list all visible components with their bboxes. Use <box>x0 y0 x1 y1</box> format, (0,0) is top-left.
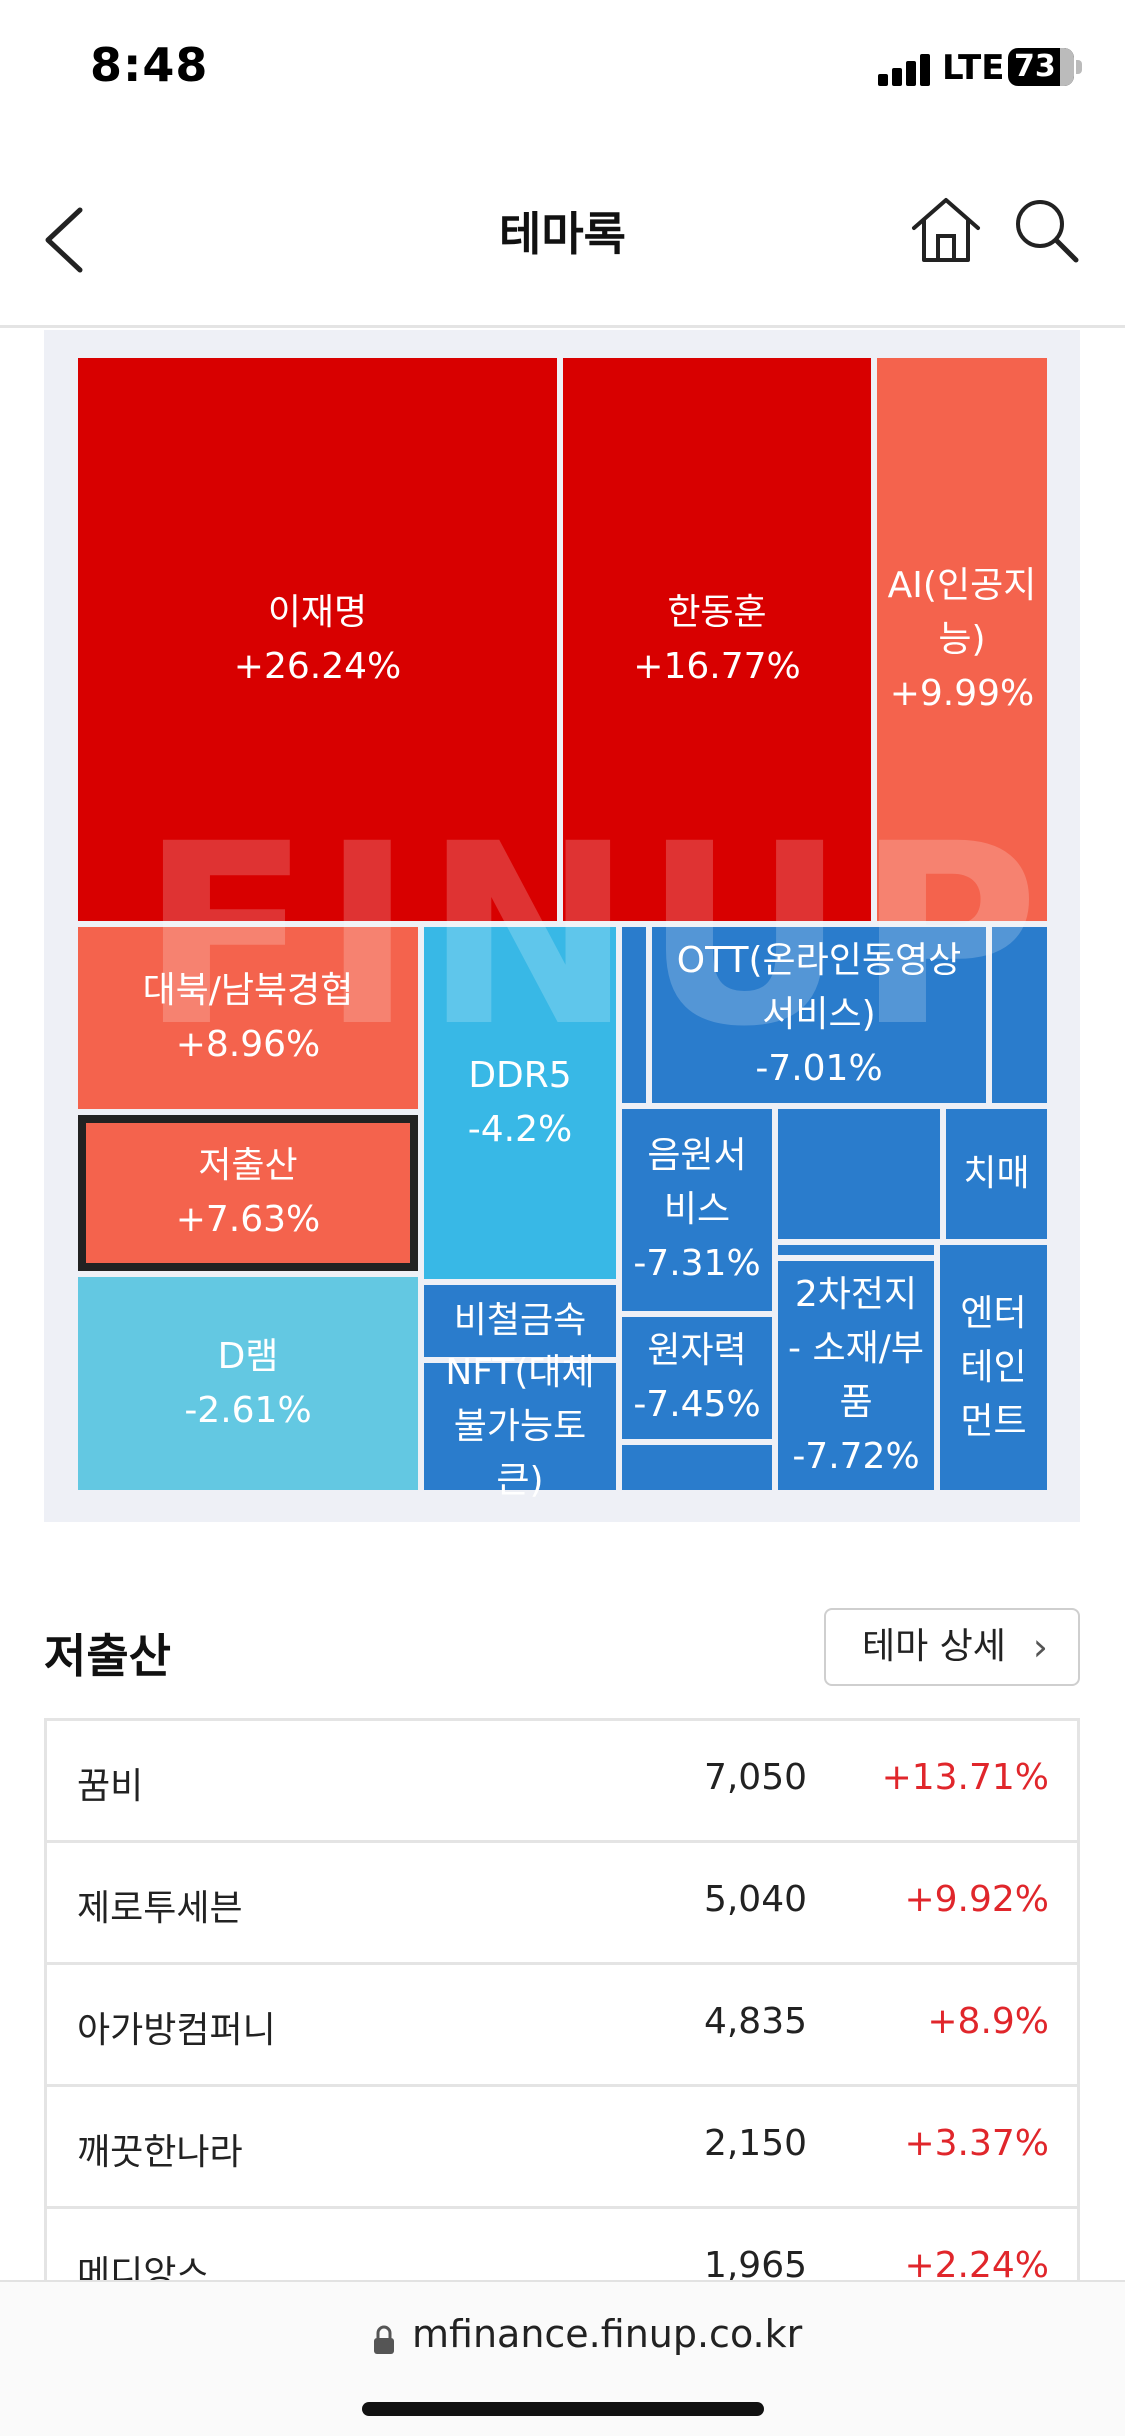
stock-name: 꿈비 <box>77 1766 144 1807</box>
treemap-tile[interactable]: 이재명 +26.24% <box>78 358 557 921</box>
battery-nub <box>1076 60 1082 74</box>
treemap-tile[interactable]: 원자력 -7.45% <box>622 1317 772 1439</box>
stock-price: 7,050 <box>703 1757 807 1798</box>
home-indicator[interactable] <box>362 2402 764 2416</box>
network-type: LTE <box>942 48 1005 88</box>
tile-change: +8.96% <box>175 1024 321 1065</box>
stock-name: 제로투세븐 <box>77 1888 243 1929</box>
treemap-tile[interactable]: AI(인공지능) +9.99% <box>877 358 1047 921</box>
browser-url-bar[interactable]: mfinance.finup.co.kr <box>0 2280 1125 2436</box>
tile-change: +9.99% <box>889 672 1035 714</box>
treemap-tile[interactable]: NFT(대체불가능토큰) <box>424 1352 616 1501</box>
stock-name: 아가방컴퍼니 <box>77 2010 276 2051</box>
status-bar: 8:48 LTE 73 <box>0 0 1125 140</box>
stock-price: 5,040 <box>703 1879 807 1920</box>
tile-name: 비철금속 <box>453 1300 587 1341</box>
stock-price: 4,835 <box>703 2001 807 2042</box>
stock-table: 꿈비 7,050 +13.71% 제로투세븐 5,040 +9.92% 아가방컴… <box>44 1718 1080 2331</box>
treemap-tile[interactable] <box>778 1109 940 1239</box>
tile-name: OTT(온라인동영상서비스) <box>676 940 962 1035</box>
battery-icon: 73 <box>1008 48 1074 86</box>
stock-change: +3.37% <box>904 2123 1049 2164</box>
stock-price: 1,965 <box>703 2245 807 2286</box>
chevron-left-icon[interactable] <box>40 202 96 278</box>
table-row[interactable]: 제로투세븐 5,040 +9.92% <box>47 1843 1077 1965</box>
tile-change: -7.45% <box>633 1384 761 1425</box>
tile-name: 치매 <box>963 1153 1030 1194</box>
treemap-tile[interactable]: 음원서비스 -7.31% <box>622 1109 772 1311</box>
stock-price: 2,150 <box>703 2123 807 2164</box>
treemap-tile[interactable]: OTT(온라인동영상서비스) -7.01% <box>652 927 986 1103</box>
treemap-tile[interactable]: 엔터테인먼트 <box>940 1245 1047 1490</box>
status-time: 8:48 <box>90 38 209 92</box>
tile-name: AI(인공지능) <box>887 564 1037 660</box>
theme-detail-button[interactable]: 테마 상세 › <box>824 1608 1080 1686</box>
tile-name: 2차전지 - 소재/부품 <box>788 1273 924 1423</box>
tile-name: 음원서비스 <box>647 1135 747 1230</box>
treemap-tile[interactable]: DDR5 -4.2% <box>424 927 616 1279</box>
chevron-right-icon: › <box>1032 1625 1048 1669</box>
tile-change: -4.2% <box>467 1109 573 1150</box>
page-title: 테마록 <box>499 207 626 261</box>
treemap-tile[interactable]: 대북/남북경협 +8.96% <box>78 927 418 1109</box>
table-row[interactable]: 깨끗한나라 2,150 +3.37% <box>47 2087 1077 2209</box>
tile-name: 저출산 <box>198 1145 298 1186</box>
treemap-tile[interactable] <box>622 1445 772 1490</box>
tile-name: NFT(대체불가능토큰) <box>445 1351 595 1501</box>
tile-name: 한동훈 <box>667 591 767 633</box>
tile-name: 엔터테인먼트 <box>960 1292 1027 1442</box>
home-icon[interactable] <box>910 194 982 266</box>
stock-change: +8.9% <box>927 2001 1049 2042</box>
theme-treemap: 이재명 +26.24% 한동훈 +16.77% AI(인공지능) +9.99% … <box>78 358 1047 1501</box>
treemap-tile[interactable]: D램 -2.61% <box>78 1277 418 1490</box>
theme-header: 저출산 테마 상세 › <box>44 1608 1080 1688</box>
treemap-tile[interactable] <box>622 927 646 1103</box>
table-row[interactable]: 꿈비 7,050 +13.71% <box>47 1721 1077 1843</box>
theme-title: 저출산 <box>44 1629 171 1683</box>
tile-name: 원자력 <box>647 1330 747 1371</box>
treemap-tile[interactable] <box>992 927 1047 1103</box>
treemap-tile[interactable] <box>778 1245 934 1255</box>
stock-change: +13.71% <box>881 1757 1049 1798</box>
table-row[interactable]: 아가방컴퍼니 4,835 +8.9% <box>47 1965 1077 2087</box>
treemap-tile[interactable]: 비철금속 <box>424 1285 616 1357</box>
theme-detail-label: 테마 상세 <box>862 1626 1006 1667</box>
stock-name: 깨끗한나라 <box>77 2132 243 2173</box>
treemap-tile[interactable]: 치매 <box>946 1109 1047 1239</box>
battery-level: 73 <box>1014 49 1056 84</box>
tile-name: 대북/남북경협 <box>142 970 354 1011</box>
lock-icon <box>374 2325 394 2354</box>
search-icon[interactable] <box>1010 194 1082 266</box>
tile-change: +7.63% <box>175 1199 321 1240</box>
cellular-signal-icon <box>878 52 938 86</box>
tile-name: D램 <box>217 1335 279 1377</box>
stock-change: +2.24% <box>904 2245 1049 2286</box>
stock-change: +9.92% <box>904 1879 1049 1920</box>
treemap-tile[interactable]: 한동훈 +16.77% <box>563 358 871 921</box>
app-header: 테마록 <box>0 160 1125 328</box>
url-text: mfinance.finup.co.kr <box>412 2312 803 2356</box>
tile-name: 이재명 <box>267 591 368 633</box>
treemap-tile[interactable]: 2차전지 - 소재/부품 -7.72% <box>778 1261 934 1490</box>
tile-change: +26.24% <box>233 645 402 687</box>
treemap-tile-selected[interactable]: 저출산 +7.63% <box>78 1115 418 1271</box>
tile-change: -2.61% <box>184 1389 312 1431</box>
tile-name: DDR5 <box>468 1055 572 1096</box>
tile-change: +16.77% <box>633 645 801 687</box>
tile-change: -7.01% <box>755 1048 883 1089</box>
tile-change: -7.31% <box>633 1243 761 1284</box>
tile-change: -7.72% <box>792 1435 920 1477</box>
